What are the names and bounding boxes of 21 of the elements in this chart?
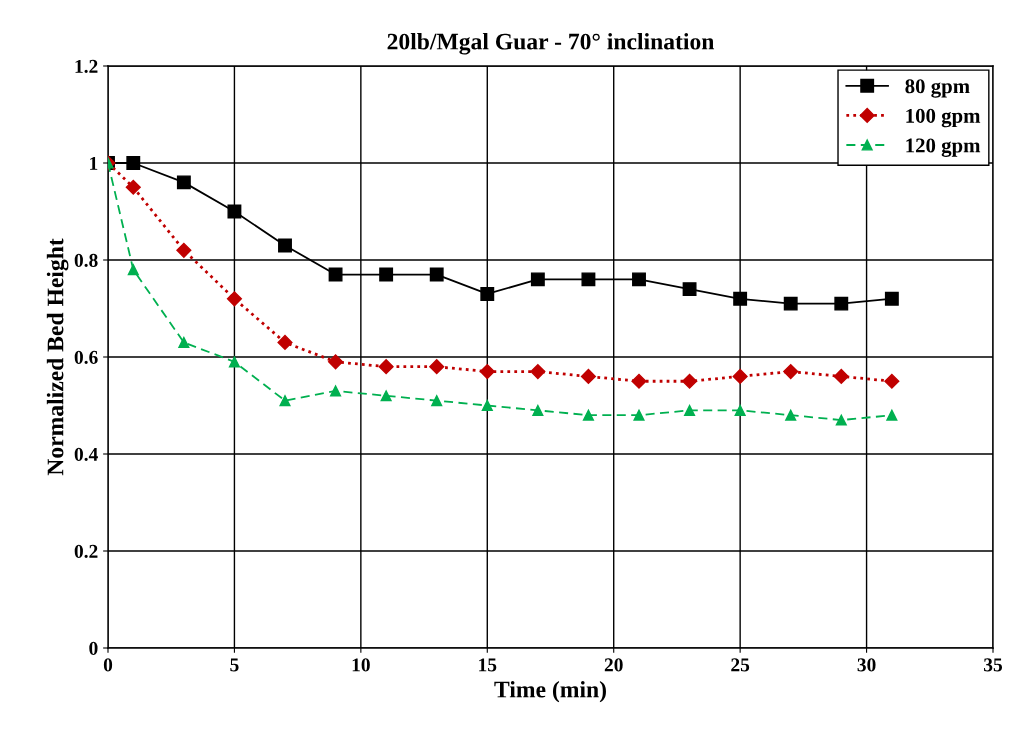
legend-label: 120 gpm <box>906 138 981 157</box>
chart-title: 20lb/Mgal Guar - 70° inclination <box>387 32 715 55</box>
x-tick-label: 35 <box>984 658 1003 672</box>
y-tick-label: 0.8 <box>74 253 98 268</box>
y-tick-label: 0 <box>89 641 98 655</box>
x-tick-label: 30 <box>857 658 876 672</box>
y-axis-title: Normalized Bed Height <box>46 238 69 476</box>
x-tick-label: 15 <box>479 658 497 672</box>
y-tick-label: 1 <box>90 156 98 170</box>
legend-label: 100 gpm <box>906 108 981 128</box>
y-tick-label: 0.4 <box>74 447 98 462</box>
x-tick-label: 20 <box>604 658 623 672</box>
x-tick-label: 0 <box>103 658 113 672</box>
y-tick-label: 0.6 <box>74 350 98 365</box>
y-tick-label: 0.2 <box>74 544 98 559</box>
y-tick-label: 1.2 <box>75 59 98 74</box>
x-tick-label: 25 <box>731 658 750 672</box>
x-axis-title: Time (min) <box>494 680 606 703</box>
x-tick-label: 5 <box>230 658 239 672</box>
legend-label: 80 gpm <box>905 79 970 98</box>
x-tick-label: 10 <box>352 658 370 672</box>
